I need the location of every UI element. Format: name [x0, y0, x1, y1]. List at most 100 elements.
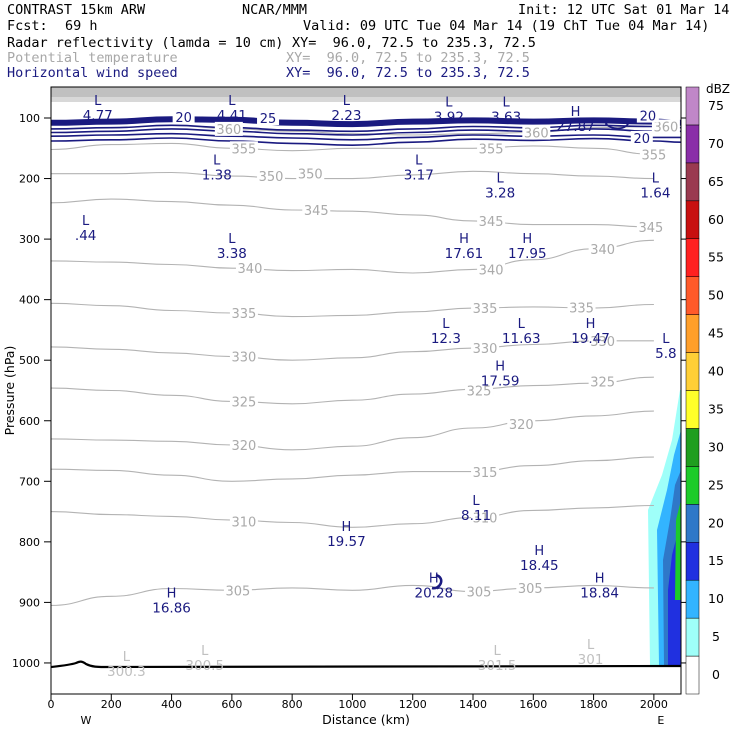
- theta-label: 330: [590, 335, 615, 350]
- wind-extremum-marker: L: [503, 95, 511, 110]
- theta-label: 335: [569, 302, 594, 317]
- colorbar-label: 60: [708, 212, 724, 227]
- colorbar-swatch-65: [685, 162, 700, 202]
- theta-label: 325: [590, 375, 615, 390]
- colorbar-swatch-25: [685, 466, 700, 505]
- theta-contour-305: [51, 584, 654, 606]
- theta-minimum-marker: L: [493, 644, 501, 659]
- wind-extremum-value: .44: [75, 228, 96, 244]
- wind-extremum-marker: H: [595, 571, 605, 586]
- theta-contour-340: [51, 239, 654, 274]
- colorbar-label: 45: [708, 326, 724, 341]
- wind-extremum-value: 3.63: [491, 109, 521, 125]
- colorbar-label: 50: [708, 288, 724, 303]
- colorbar-label: 55: [708, 250, 724, 265]
- wind-extremum-value: 4.41: [217, 108, 247, 124]
- theta-label: 325: [467, 384, 492, 399]
- theta-label: 325: [232, 395, 257, 410]
- colorbar-label: 35: [708, 401, 724, 416]
- terrain-line: [50, 660, 682, 669]
- wind-extremum-value: 1.38: [202, 167, 232, 183]
- theta-contour-320: [51, 410, 654, 451]
- theta-label: 340: [238, 262, 263, 277]
- colorbar-label: 75: [708, 98, 724, 113]
- theta-contour-350: [51, 170, 654, 180]
- layer-xy-reflectivity: XY= 96.0, 72.5 to 235.3, 72.5: [292, 35, 536, 51]
- layer-name-reflectivity: Radar reflectivity (lamda = 10 cm): [7, 35, 284, 51]
- wind-extremum-value: 18.45: [520, 558, 559, 574]
- y-tick-label: 700: [19, 475, 40, 488]
- wind-extremum-marker: L: [228, 94, 236, 109]
- wind-extremum-marker: L: [497, 172, 505, 187]
- y-tick-label: 200: [19, 173, 40, 186]
- colorbar-swatch-55: [685, 238, 700, 277]
- theta-contour-345: [51, 198, 654, 228]
- wind-extremum-marker: L: [228, 232, 236, 247]
- wind-extremum-marker: L: [94, 94, 102, 109]
- wind-extremum-marker: L: [82, 214, 90, 229]
- wind-extremum-marker: H: [342, 520, 352, 535]
- wind-extremum-value: 12.3: [431, 331, 461, 347]
- chart-title: CONTRAST 15km ARW: [7, 2, 146, 18]
- theta-label: 340: [590, 243, 615, 258]
- colorbar-label: 65: [708, 174, 724, 189]
- colorbar-swatch-75: [685, 86, 700, 126]
- layer-name-theta: Potential temperature: [7, 50, 178, 66]
- theta-label: 350: [298, 168, 323, 183]
- wind-extremum-marker: H: [522, 232, 532, 247]
- init-time: Init: 12 UTC Sat 01 Mar 14: [518, 2, 730, 18]
- colorbar-label: 70: [708, 136, 724, 151]
- theta-label: 355: [641, 148, 666, 163]
- theta-label: 345: [304, 204, 329, 219]
- theta-label: 335: [473, 302, 498, 317]
- wind-extremum-marker: L: [213, 153, 221, 168]
- theta-label: 360: [216, 123, 241, 138]
- valid-time: Valid: 09 UTC Tue 04 Mar 14 (19 ChT Tue …: [303, 18, 710, 34]
- theta-contour-325: [51, 376, 654, 405]
- wind-extremum-value: 3.28: [485, 186, 515, 202]
- wind-extremum-marker: L: [343, 94, 351, 109]
- theta-contour-355: [51, 142, 654, 155]
- fcst-label: Fcst:: [7, 18, 48, 34]
- theta-minimum-value: 300.3: [107, 664, 146, 680]
- theta-contour-330: [51, 340, 654, 361]
- wind-contour-0: [51, 116, 681, 128]
- colorbar-swatch-70: [685, 124, 700, 164]
- theta-label: 345: [638, 221, 663, 236]
- colorbar-swatch-10: [685, 579, 700, 619]
- colorbar-label: 0: [712, 667, 720, 682]
- wind-extremum-value: 19.57: [327, 534, 366, 550]
- x-tick-label: 2000: [640, 698, 668, 711]
- y-tick-label: 500: [19, 354, 40, 367]
- theta-label: 355: [479, 142, 504, 157]
- theta-label: 330: [232, 351, 257, 366]
- colorbar-swatch-20: [685, 504, 700, 543]
- theta-minimum-value: 300.5: [185, 658, 224, 674]
- colorbar-label: 5: [712, 629, 720, 644]
- y-axis-label: Pressure (hPa): [2, 346, 17, 436]
- theta-minimum-marker: L: [201, 644, 209, 659]
- wind-extremum-value: 18.84: [580, 585, 619, 601]
- colorbar-swatch-50: [685, 276, 700, 315]
- wind-extremum-value: 27.87: [556, 119, 595, 135]
- theta-label: 320: [509, 418, 534, 433]
- y-tick-label: 100: [19, 112, 40, 125]
- colorbar-swatch-15: [685, 542, 700, 581]
- wind-extremum-value: 3.92: [434, 109, 464, 125]
- wind-contour-4: [51, 137, 681, 147]
- x-tick-label: 200: [101, 698, 122, 711]
- wind-contour-closed-east: [604, 118, 630, 130]
- theta-contour-310: [51, 504, 654, 528]
- x-tick-label: 1800: [580, 698, 608, 711]
- colorbar-swatch-35: [685, 390, 700, 429]
- wind-extremum-value: 3.17: [404, 167, 434, 183]
- wind-extremum-marker: L: [445, 95, 453, 110]
- colorbar-swatch-40: [685, 352, 700, 391]
- wind-extremum-value: 1.64: [640, 186, 670, 202]
- colorbar-label: 20: [708, 515, 724, 530]
- wind-extremum-value: 17.95: [508, 246, 547, 262]
- x-tick-label: 600: [221, 698, 242, 711]
- theta-contour-315: [51, 456, 654, 482]
- wind-contour-1: [51, 124, 681, 133]
- wind-extremum-value: 20.28: [414, 585, 453, 601]
